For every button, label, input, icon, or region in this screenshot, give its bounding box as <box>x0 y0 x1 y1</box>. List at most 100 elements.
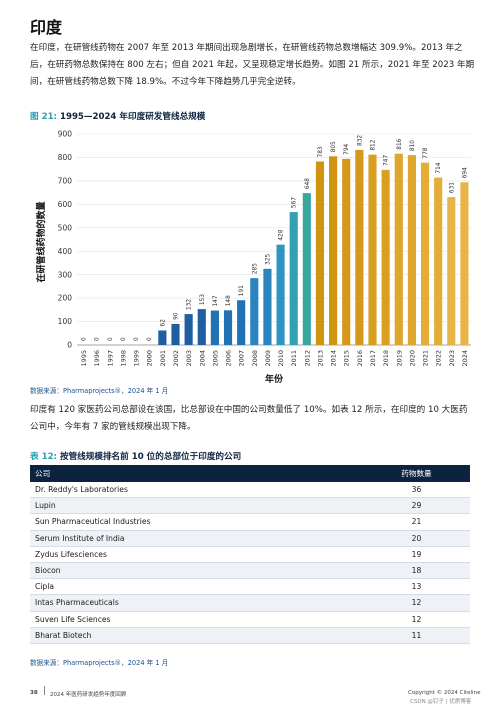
table-row: Intas Pharmaceuticals 12 <box>30 594 470 612</box>
intro-paragraph: 在印度，在研管线药物在 2007 年至 2013 年期间出现急剧增长，在研管线药… <box>30 43 475 87</box>
x-tick-label: 2005 <box>211 350 219 367</box>
value-label: 428 <box>279 229 285 240</box>
value-label: 90 <box>174 312 180 320</box>
x-tick-label: 2009 <box>264 350 272 367</box>
table-header-row: 公司 药物数量 <box>30 465 470 482</box>
value-label: 0 <box>108 337 114 341</box>
bar-2020 <box>407 155 416 345</box>
x-tick-label: 2002 <box>172 350 180 367</box>
x-axis-label: 年份 <box>265 373 284 385</box>
drug-count: 36 <box>362 482 470 499</box>
y-tick-label: 100 <box>58 317 73 326</box>
report-name: 2024 年医药研发趋势年度回顾 <box>50 692 127 698</box>
header-drug-count: 药物数量 <box>362 465 470 482</box>
value-label: 153 <box>200 294 206 305</box>
value-labels: 0 0 0 0 0 0 62 90 132 153 147 148 191 285 325 428 567 648… <box>82 135 469 341</box>
value-label: 778 <box>423 147 429 158</box>
drug-count: 20 <box>362 530 470 547</box>
bar-2024 <box>460 182 469 345</box>
x-tick-label: 2011 <box>290 350 298 367</box>
bar-2005 <box>210 310 219 345</box>
x-tick-label: 2019 <box>395 350 403 367</box>
pipeline-bar-chart: 0 100 200 300 400 500 600 700 800 900 0 0 0 0 0 0 62 90 1… <box>35 130 471 385</box>
bar-2007 <box>237 300 246 345</box>
value-label: 0 <box>121 337 127 341</box>
x-tick-label: 2006 <box>225 350 233 367</box>
bar-2009 <box>263 268 272 345</box>
second-paragraph: 印度有 120 家医药公司总部设在该国，比总部设在中国的公司数量低了 10%。如… <box>30 405 468 432</box>
x-tick-label: 2004 <box>198 350 206 367</box>
value-label: 0 <box>147 337 153 341</box>
x-tick-label: 2008 <box>251 350 259 367</box>
value-label: 812 <box>371 139 377 150</box>
table-row: Zydus Lifesciences 19 <box>30 546 470 563</box>
value-label: 0 <box>82 337 88 341</box>
company-name: Bharat Biotech <box>30 627 363 644</box>
x-tick-label: 1997 <box>106 350 114 367</box>
bar-2012 <box>302 193 311 345</box>
value-label: 805 <box>331 141 337 152</box>
copyright: Copyright © 2024 Citeline <box>408 690 481 696</box>
x-tick-label: 2012 <box>303 350 311 367</box>
y-axis-ticks: 0 100 200 300 400 500 600 700 800 900 <box>58 130 73 350</box>
drug-count: 13 <box>362 578 470 596</box>
x-tick-label: 2007 <box>238 350 246 367</box>
watermark: CSDN @钉子 | 优质博客 <box>410 699 472 705</box>
bar-2013 <box>315 161 325 345</box>
value-label: 285 <box>252 263 258 274</box>
drug-count: 18 <box>362 562 470 580</box>
y-axis-label: 在研管线药物的数量 <box>35 201 47 282</box>
drug-count: 12 <box>362 611 470 628</box>
bar-2023 <box>447 197 456 345</box>
value-label: 648 <box>305 178 311 189</box>
table-caption-text: 按管线规模排名前 10 位的总部位于印度的公司 <box>59 452 242 462</box>
bar-2021 <box>420 162 430 345</box>
value-label: 783 <box>318 146 324 157</box>
x-tick-label: 1998 <box>119 350 127 367</box>
chart-gridlines <box>77 133 471 346</box>
drug-count: 19 <box>362 546 470 563</box>
header-company: 公司 <box>30 465 363 482</box>
page-number: 38 <box>30 690 38 696</box>
table-row: Dr. Reddy's Laboratories 36 <box>30 482 470 499</box>
table-row: Cipla 13 <box>30 578 470 596</box>
x-tick-label: 2001 <box>159 350 167 367</box>
x-tick-label: 2000 <box>146 350 154 367</box>
company-name: Zydus Lifesciences <box>30 546 363 563</box>
x-axis-ticks: 1995 1996 1997 1998 1999 2000 2001 2002 2003 2004… <box>80 350 469 367</box>
value-label: 148 <box>226 295 232 306</box>
y-tick-label: 400 <box>58 247 73 256</box>
y-tick-label: 0 <box>67 341 72 350</box>
bar-2018 <box>381 169 390 345</box>
bar-2008 <box>250 278 259 345</box>
value-label: 567 <box>292 197 298 208</box>
company-name: Sun Pharmaceutical Industries <box>30 513 363 531</box>
value-label: 714 <box>436 162 442 173</box>
x-tick-label: 2014 <box>330 350 338 367</box>
company-name: Suven Life Sciences <box>30 611 363 628</box>
bar-2002 <box>171 323 180 345</box>
x-tick-label: 2010 <box>277 350 285 367</box>
value-label: 694 <box>462 167 468 178</box>
bar-2004 <box>197 309 206 345</box>
drug-count: 29 <box>362 497 470 515</box>
company-name: Biocon <box>30 562 363 580</box>
bar-2015 <box>342 158 351 345</box>
x-tick-label: 1999 <box>133 350 141 367</box>
table-source: 数据来源：Pharmaprojects®，2024 年 1 月 <box>30 659 169 667</box>
value-label: 62 <box>160 319 166 327</box>
value-label: 810 <box>410 140 416 151</box>
bar-2011 <box>289 212 298 345</box>
x-tick-label: 2024 <box>461 350 469 367</box>
x-tick-label: 2020 <box>408 350 416 367</box>
drug-count: 12 <box>362 594 470 612</box>
bar-2017 <box>368 154 377 345</box>
bar-2019 <box>394 153 403 345</box>
value-label: 816 <box>397 138 403 149</box>
x-tick-label: 2023 <box>448 350 456 367</box>
value-label: 631 <box>449 182 455 193</box>
y-tick-label: 900 <box>58 130 73 139</box>
bar-2016 <box>355 149 364 345</box>
bar-2014 <box>329 156 338 345</box>
table-row: Suven Life Sciences 12 <box>30 611 470 628</box>
